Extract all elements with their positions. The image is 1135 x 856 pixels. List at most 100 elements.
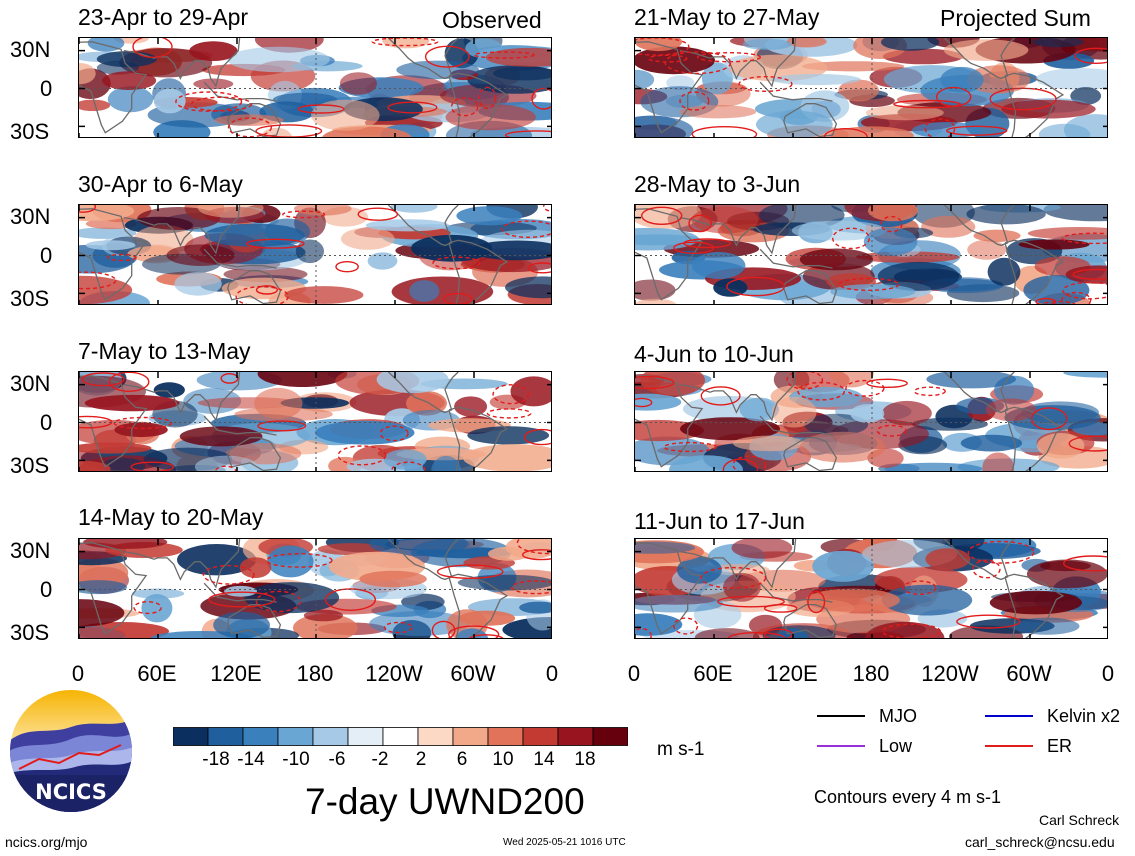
anomaly-shading	[694, 628, 760, 638]
coastline	[227, 604, 282, 638]
anomaly-shading	[786, 38, 827, 48]
er-contour	[648, 54, 688, 63]
lat-30s-1: 30S	[10, 119, 50, 144]
legend-low-label: Low	[879, 736, 913, 756]
anomaly-shading	[227, 46, 330, 73]
anomaly-shading	[458, 610, 516, 626]
er-contour	[431, 620, 456, 638]
colorbar-label-4: -6	[328, 749, 346, 770]
anomaly-shading	[691, 206, 759, 234]
coastline	[943, 372, 1015, 414]
er-contour	[876, 424, 907, 437]
er-contour	[516, 539, 551, 555]
anomaly-shading	[493, 66, 551, 81]
anomaly-shading	[456, 206, 523, 226]
anomaly-shading	[197, 205, 264, 218]
anomaly-shading	[79, 460, 111, 471]
coastline	[203, 81, 277, 102]
anomaly-shading	[676, 556, 722, 584]
lat-0-3: 0	[40, 410, 53, 435]
er-contour	[738, 76, 793, 93]
anomaly-shading	[1043, 205, 1107, 222]
panel-title-1: 23-Apr to 29-Apr	[78, 4, 249, 30]
legend-kelvin-line	[985, 715, 1033, 717]
er-contour	[79, 415, 113, 429]
coastline	[943, 38, 1015, 80]
lon-label-right-120e: 120E	[766, 661, 818, 686]
colorbar-unit: m s-1	[657, 739, 705, 760]
panel-title-6: 28-May to 3-Jun	[634, 171, 801, 197]
anomaly-shading	[1018, 239, 1090, 250]
footer-email[interactable]: carl_schreck@ncsu.edu	[965, 834, 1115, 850]
uwnd-field-4	[79, 539, 551, 638]
colorbar-box-1	[173, 727, 209, 746]
er-contour	[130, 461, 175, 471]
anomaly-shading	[1063, 372, 1107, 378]
coastline	[679, 539, 797, 589]
er-contour	[202, 564, 255, 585]
er-contour	[956, 614, 1021, 629]
anomaly-shading	[865, 105, 944, 121]
footer-url[interactable]: ncics.org/mjo	[5, 834, 88, 850]
er-contour	[443, 292, 473, 304]
anomaly-shading	[635, 594, 724, 613]
coastline	[387, 539, 459, 581]
anomaly-shading	[294, 205, 352, 216]
lon-label-left-120e: 120E	[210, 661, 262, 686]
er-contour	[786, 372, 824, 390]
uwnd-field-6	[635, 205, 1107, 304]
coastline	[943, 205, 1015, 247]
anomaly-shading	[838, 79, 879, 102]
coastline	[1004, 573, 1065, 638]
coastline	[387, 372, 459, 414]
er-contour	[208, 591, 276, 608]
anomaly-shading	[254, 387, 303, 420]
anomaly-shading	[369, 611, 470, 636]
anomaly-shading	[940, 66, 984, 93]
colorbar-box-6	[347, 727, 384, 746]
anomaly-shading	[79, 63, 96, 85]
anomaly-shading	[102, 71, 157, 90]
lon-label-left-0: 0	[71, 661, 85, 686]
main-title: 7-day UWND200	[305, 781, 585, 822]
anomaly-shading	[770, 73, 861, 86]
map-panel-2	[78, 204, 552, 305]
coastline	[79, 375, 148, 468]
anomaly-shading	[359, 570, 427, 588]
er-contour	[255, 590, 302, 613]
legend-er: ER	[985, 737, 1072, 755]
legend-low-line	[817, 745, 865, 747]
anomaly-shading	[635, 227, 699, 251]
anomaly-shading	[141, 594, 173, 623]
anomaly-shading	[982, 452, 1015, 471]
er-contour	[635, 375, 675, 390]
anomaly-shading	[505, 276, 551, 299]
er-contour	[511, 580, 551, 595]
map-panel-3	[78, 371, 552, 472]
colorbar-label-7: 6	[456, 749, 468, 770]
anomaly-shading	[850, 404, 885, 423]
lat-30n-2: 30N	[10, 204, 51, 229]
colorbar-box-12	[557, 727, 594, 746]
er-contour	[337, 445, 387, 466]
lat-30s-3: 30S	[10, 453, 50, 478]
lon-label-right-0: 0	[627, 661, 641, 686]
anomaly-shading	[1013, 617, 1080, 635]
anomaly-shading	[679, 105, 757, 119]
er-contour	[763, 604, 798, 613]
coastline	[448, 239, 509, 304]
er-contour	[235, 285, 289, 304]
er-contour	[635, 38, 690, 56]
lon-label-left-120w: 120W	[365, 661, 423, 686]
anomaly-shading	[960, 434, 1023, 452]
coastline	[123, 539, 241, 589]
anomaly-shading	[463, 444, 551, 471]
anomaly-shading	[272, 92, 338, 107]
panel-title-4: 14-May to 20-May	[78, 504, 264, 530]
colorbar-box-3	[242, 727, 279, 746]
er-contour	[297, 104, 345, 114]
coastline	[1004, 239, 1065, 304]
er-contour	[255, 285, 278, 295]
er-contour	[424, 45, 470, 68]
anomaly-shading	[713, 278, 748, 297]
